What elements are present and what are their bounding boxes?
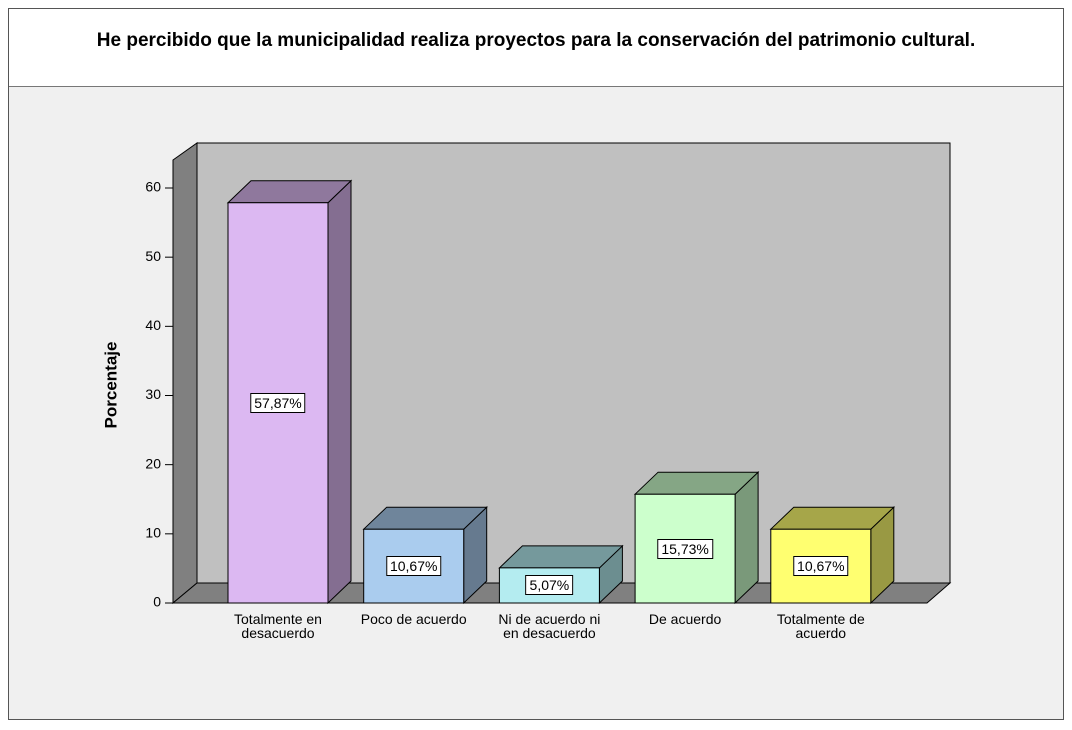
bar [633,471,760,605]
y-tick-label: 30 [145,386,161,402]
y-tick-label: 0 [153,594,161,610]
y-tick-label: 60 [145,179,161,195]
bar [769,506,896,605]
bar [226,179,353,605]
value-label: 10,67% [793,556,849,577]
value-label: 5,07% [525,575,574,596]
value-label: 15,73% [657,538,713,559]
x-tick-label: Totalmente de acuerdo [776,611,865,641]
x-tick-label: Poco de acuerdo [360,611,467,627]
bar-side [734,471,759,605]
bar [362,506,488,605]
value-label: 10,67% [385,556,442,577]
bar-side [327,179,352,605]
x-tick-label: Ni de acuerdo ni en desacuerdo [498,611,601,641]
x-tick-label: Totalmente en desacuerdo [234,611,322,641]
side-wall [172,142,198,605]
y-tick-label: 10 [145,525,161,541]
chart-title: He percibido que la municipalidad realiz… [96,30,976,51]
y-tick-label: 40 [145,317,161,333]
y-tick-label: 50 [145,248,161,264]
x-tick-label: De acuerdo [648,611,722,627]
value-label: 57,87% [250,392,306,413]
y-axis-title: Porcentaje [101,342,120,429]
title-bar: He percibido que la municipalidad realiz… [9,9,1063,87]
y-tick-label: 20 [145,455,161,471]
